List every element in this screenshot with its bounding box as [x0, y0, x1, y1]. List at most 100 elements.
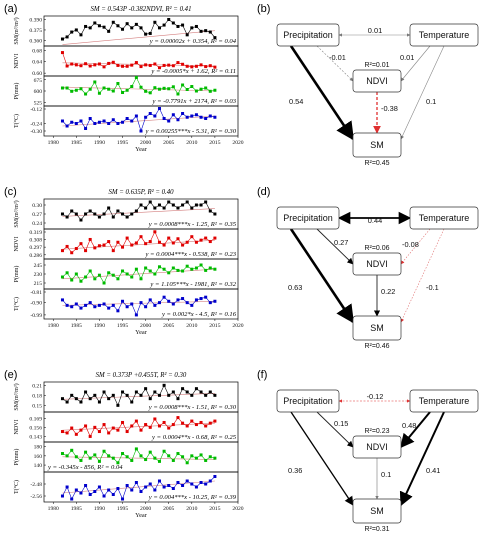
- data-point: [199, 420, 203, 424]
- x-tick-label: 2005: [163, 506, 174, 512]
- data-point: [194, 240, 198, 244]
- data-point: [208, 301, 212, 305]
- data-point: [93, 425, 97, 429]
- data-point: [204, 393, 208, 397]
- data-point: [134, 267, 138, 271]
- data-point: [157, 87, 161, 91]
- data-point: [121, 91, 125, 94]
- subplot-frame: [43, 471, 239, 503]
- chart-panel-0: (a) SM = 0.543P -0.382NDVI, R² = 0.41 0.39…: [4, 3, 244, 153]
- data-point: [185, 390, 189, 394]
- data-point: [148, 240, 152, 244]
- data-point: [157, 459, 161, 463]
- y-tick-label: 0.18: [32, 393, 42, 399]
- trend-line: [62, 393, 215, 400]
- data-point: [162, 117, 166, 120]
- data-point: [181, 387, 185, 391]
- data-point: [144, 63, 148, 67]
- data-point: [97, 485, 101, 489]
- y-axis-label: T(°C): [13, 480, 20, 494]
- x-tick-label: 2010: [186, 323, 197, 329]
- data-point: [74, 488, 78, 492]
- x-tick-label: 2005: [163, 323, 174, 329]
- x-tick-label: 2005: [163, 140, 174, 146]
- arrow-precip-sm: [289, 228, 355, 324]
- data-point: [139, 301, 143, 305]
- subplot-2: 180 160 140 P(mm) y = -0.345x - 856, R² = 0.…: [13, 441, 239, 473]
- data-point: [171, 266, 175, 270]
- coef-precip-sm: 0.54: [289, 97, 303, 106]
- data-point: [213, 299, 217, 303]
- data-point: [125, 430, 129, 434]
- data-point: [167, 271, 171, 275]
- trend-line: [62, 239, 215, 250]
- data-point: [181, 484, 185, 487]
- data-point: [190, 26, 194, 30]
- data-point: [134, 419, 138, 423]
- panel-label: (a): [4, 3, 17, 15]
- subplot-3: -0.81 -0.90 -0.99 T(°C) y = 0.002*x - 4.5, R…: [13, 288, 239, 320]
- ndvi-box: [352, 435, 402, 459]
- data-point: [153, 86, 157, 90]
- y-tick-label: 0.169: [29, 416, 42, 422]
- data-point: [171, 487, 175, 490]
- data-point: [190, 393, 194, 397]
- data-point: [74, 28, 78, 32]
- data-point: [88, 397, 92, 401]
- data-point: [60, 119, 64, 123]
- x-tick-label: 2020: [232, 140, 243, 146]
- data-point: [125, 88, 129, 92]
- data-point: [181, 455, 185, 459]
- subplot-frame: [43, 105, 239, 137]
- trend-equation: y = 0.00255***x - 5.31, R² = 0.30: [144, 128, 236, 135]
- data-point: [88, 493, 92, 496]
- data-point: [134, 22, 138, 26]
- ndvi-label: NDVI: [366, 442, 388, 452]
- data-point: [194, 113, 198, 117]
- series-line: [62, 107, 215, 132]
- series-line: [62, 384, 216, 407]
- data-point: [171, 85, 175, 89]
- data-point: [111, 393, 115, 397]
- data-point: [116, 82, 120, 85]
- subplot-frame: [43, 288, 239, 320]
- data-point: [125, 305, 129, 309]
- data-point: [60, 298, 64, 302]
- y-tick-label: 0.24: [32, 221, 42, 227]
- data-point: [167, 200, 171, 204]
- data-point: [84, 127, 88, 130]
- data-point: [144, 266, 148, 270]
- data-point: [134, 313, 138, 317]
- y-axis-label: SM(m³/m³): [13, 383, 20, 410]
- data-point: [199, 87, 203, 91]
- y-tick-label: 245: [34, 263, 43, 269]
- y-tick-label: 600: [34, 89, 43, 95]
- data-point: [70, 305, 74, 309]
- data-point: [70, 448, 74, 452]
- data-point: [130, 243, 134, 247]
- data-point: [190, 85, 194, 88]
- y-tick-label: -2.56: [30, 494, 42, 500]
- data-point: [60, 397, 64, 401]
- coef-precip-sm: 0.36: [288, 466, 302, 475]
- data-point: [153, 456, 157, 460]
- data-point: [181, 83, 185, 87]
- data-point: [74, 63, 78, 67]
- data-point: [125, 455, 129, 459]
- data-point: [213, 65, 217, 69]
- data-point: [79, 242, 83, 246]
- data-point: [194, 485, 198, 489]
- subplot-0: 0.21 0.18 0.15 SM(m³/m³) y = 0.0008***x - 1.…: [13, 381, 239, 413]
- x-tick-label: 1980: [48, 323, 59, 329]
- data-point: [176, 416, 180, 420]
- data-point: [88, 301, 92, 305]
- data-point: [88, 117, 92, 120]
- data-point: [167, 454, 171, 458]
- data-point: [199, 238, 203, 242]
- sm-box: [352, 315, 402, 341]
- data-point: [157, 424, 161, 428]
- coef-temp-sm: -0.1: [426, 283, 439, 292]
- data-point: [121, 497, 125, 501]
- data-point: [139, 65, 143, 69]
